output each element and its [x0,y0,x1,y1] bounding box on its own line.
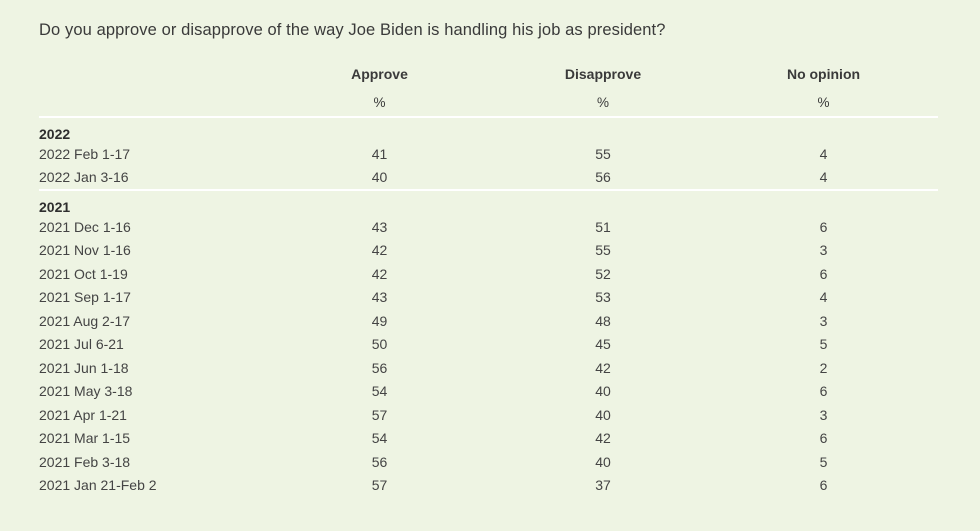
approve-value: 54 [371,383,388,400]
row-label: 2021 Nov 1-16 [39,242,131,259]
approve-value: 54 [371,430,388,447]
no-opinion-value: 3 [819,242,828,259]
row-label: 2022 Jan 3-16 [39,169,129,186]
unit-no-opinion: % [817,94,830,110]
no-opinion-value: 5 [819,453,828,470]
header-empty [39,60,262,88]
disapprove-value: 42 [595,359,611,376]
row-label: 2021 Sep 1-17 [39,289,131,306]
approve-value: 57 [371,477,388,494]
year-header-row: 2021 [39,189,938,215]
disapprove-value: 53 [595,289,611,306]
row-label: 2021 Mar 1-15 [39,430,131,447]
year-label: 2022 [39,126,71,142]
approve-value: 56 [371,359,388,376]
header-approve: Approve [351,66,408,82]
unit-approve: % [373,94,386,110]
no-opinion-value: 3 [819,406,828,423]
no-opinion-value: 6 [819,218,828,235]
approve-value: 56 [371,453,388,470]
table-row: 2021 Feb 3-18 56 40 5 [39,450,938,474]
no-opinion-value: 6 [819,383,828,400]
disapprove-value: 55 [595,145,611,162]
approve-value: 42 [371,242,388,259]
approve-value: 43 [371,289,388,306]
no-opinion-value: 6 [819,477,828,494]
table-row: 2021 Jun 1-18 56 42 2 [39,356,938,380]
row-label: 2021 May 3-18 [39,383,133,400]
disapprove-value: 52 [595,265,611,282]
disapprove-value: 45 [595,336,611,353]
approve-value: 42 [371,265,388,282]
row-label: 2022 Feb 1-17 [39,145,131,162]
approve-value: 40 [371,169,388,186]
no-opinion-value: 2 [819,359,828,376]
no-opinion-value: 5 [819,336,828,353]
unit-disapprove: % [596,94,609,110]
no-opinion-value: 3 [819,312,828,329]
approve-value: 57 [371,406,388,423]
no-opinion-value: 4 [819,169,828,186]
table-row: 2021 Dec 1-16 43 51 6 [39,215,938,239]
question-text: Do you approve or disapprove of the way … [39,21,666,39]
table-row: 2021 Aug 2-17 49 48 3 [39,309,938,333]
row-label: 2021 Dec 1-16 [39,218,131,235]
table-row: 2021 Oct 1-19 42 52 6 [39,262,938,286]
no-opinion-value: 4 [819,145,828,162]
disapprove-value: 40 [595,383,611,400]
disapprove-value: 37 [595,477,611,494]
disapprove-value: 42 [595,430,611,447]
row-label: 2021 Jun 1-18 [39,359,129,376]
year-group-2022: 2022 2022 Feb 1-17 41 55 4 2022 Jan 3-16 40 56 4 [39,117,938,190]
table-row: 2021 Jan 21-Feb 2 57 37 6 [39,474,938,498]
row-label: 2021 Apr 1-21 [39,406,127,423]
year-header-row: 2022 [39,117,938,142]
no-opinion-value: 4 [819,289,828,306]
row-label: 2021 Jan 21-Feb 2 [39,477,157,494]
table-row: 2021 Nov 1-16 42 55 3 [39,239,938,263]
unit-empty [39,88,262,117]
table-row: 2022 Feb 1-17 41 55 4 [39,142,938,166]
year-label: 2021 [39,189,938,215]
row-label: 2021 Oct 1-19 [39,265,128,282]
header-disapprove: Disapprove [564,66,642,82]
table-header: Approve Disapprove No opinion % % % [39,60,938,117]
table-row: 2021 Mar 1-15 54 42 6 [39,427,938,451]
approve-value: 50 [371,336,388,353]
approve-value: 41 [371,145,388,162]
year-group-2021: 2021 2021 Dec 1-16 43 51 6 2021 Nov 1-16 42 55 3… [39,189,938,498]
table-row: 2022 Jan 3-16 40 56 4 [39,166,938,191]
row-label: 2021 Jul 6-21 [39,336,124,353]
row-label: 2021 Aug 2-17 [39,312,131,329]
table-row: 2021 Sep 1-17 43 53 4 [39,286,938,310]
table-row: 2021 Jul 6-21 50 45 5 [39,333,938,357]
disapprove-value: 40 [595,453,611,470]
no-opinion-value: 6 [819,430,828,447]
disapprove-value: 56 [595,169,611,186]
disapprove-value: 48 [595,312,611,329]
approval-table: Approve Disapprove No opinion % % % 2022… [39,60,938,497]
table-row: 2021 May 3-18 54 40 6 [39,380,938,404]
disapprove-value: 55 [595,242,611,259]
table-row: 2021 Apr 1-21 57 40 3 [39,403,938,427]
no-opinion-value: 6 [819,265,828,282]
disapprove-value: 40 [595,406,611,423]
disapprove-value: 51 [595,218,611,235]
approve-value: 43 [371,218,388,235]
header-no-opinion: No opinion [786,66,861,82]
approve-value: 49 [371,312,388,329]
row-label: 2021 Feb 3-18 [39,453,131,470]
